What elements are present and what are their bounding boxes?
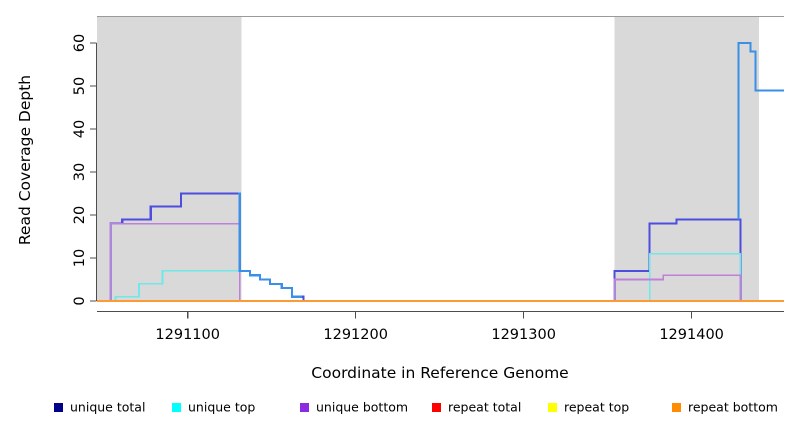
legend-label-repeat-total: repeat total	[448, 400, 521, 415]
legend-label-repeat-top: repeat top	[564, 400, 629, 415]
series-unique-total-right-spike	[737, 41, 784, 220]
data-series-group	[97, 41, 784, 303]
legend-swatch-unique-total	[54, 403, 63, 412]
legend-swatch-repeat-bottom	[672, 403, 681, 412]
legend-label-unique-top: unique top	[188, 400, 255, 415]
x-tick-label-1291300: 1291300	[491, 327, 556, 343]
left-repeat-band	[97, 17, 242, 301]
x-tick-label-1291400: 1291400	[659, 327, 724, 343]
right-repeat-band	[614, 17, 759, 301]
y-tick-label-0: 0	[72, 296, 88, 305]
legend-label-unique-total: unique total	[70, 400, 145, 415]
y-tick-label-30: 30	[72, 163, 88, 181]
repeat-shaded-regions	[97, 17, 759, 301]
legend-swatch-repeat-total	[432, 403, 441, 412]
legend-label-unique-bottom: unique bottom	[316, 400, 408, 415]
x-tick-label-1291200: 1291200	[323, 327, 388, 343]
y-tick-label-50: 50	[72, 77, 88, 95]
chart-legend: unique total unique top unique bottom repea…	[54, 400, 778, 415]
legend-label-repeat-bottom: repeat bottom	[688, 400, 778, 415]
y-tick-label-20: 20	[72, 206, 88, 224]
y-tick-label-60: 60	[72, 34, 88, 52]
legend-swatch-repeat-top	[548, 403, 557, 412]
x-tick-label-1291100: 1291100	[155, 327, 220, 343]
legend-swatch-unique-bottom	[300, 403, 309, 412]
y-tick-label-40: 40	[72, 120, 88, 138]
series-unique-total-left-tail	[238, 192, 302, 298]
x-axis-title: Coordinate in Reference Genome	[311, 364, 568, 382]
y-axis-title: Read Coverage Depth	[16, 75, 34, 245]
y-tick-label-10: 10	[72, 249, 88, 267]
x-axis-ticks: 1291100 1291200 1291300 1291400	[155, 311, 724, 343]
legend-swatch-unique-top	[172, 403, 181, 412]
y-axis-ticks: 0 10 20 30 40 50 60	[72, 34, 97, 306]
series-unique-top	[97, 252, 784, 302]
